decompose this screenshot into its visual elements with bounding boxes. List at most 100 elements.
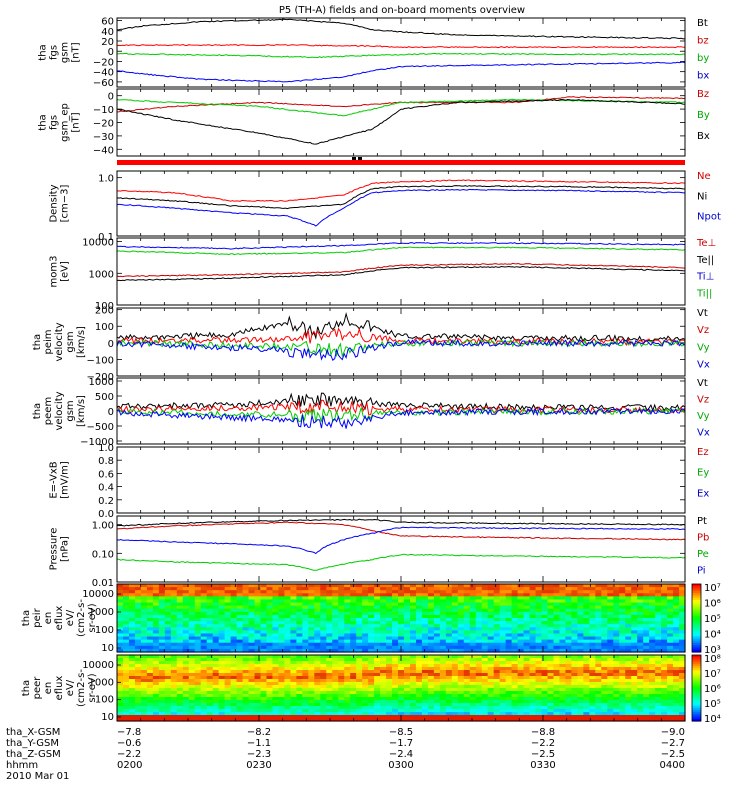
spectrogram-cell: [326, 712, 333, 716]
spectrogram-cell: [218, 602, 226, 607]
spectrogram-cell: [368, 587, 375, 591]
spectrogram-cell: [571, 621, 578, 625]
spectrogram-cell: [338, 627, 345, 631]
spectrogram-cell: [493, 715, 501, 719]
spectrogram-cell: [637, 703, 644, 707]
spectrogram-cell: [266, 694, 274, 698]
spectrogram-cell: [673, 624, 680, 628]
spectrogram-cell: [344, 636, 351, 641]
spectrogram-cell: [308, 688, 315, 692]
spectrogram-cell: [224, 636, 232, 641]
spectrogram-cell: [511, 590, 519, 594]
spectrogram-cell: [326, 584, 333, 588]
spectrogram-cell: [266, 633, 274, 638]
spectrogram-cell: [613, 694, 620, 698]
spectrogram-cell: [386, 633, 393, 638]
spectrogram-cell: [164, 587, 172, 591]
spectrogram-cell: [206, 715, 214, 719]
spectrogram-cell: [278, 630, 286, 635]
spectrogram-cell: [511, 694, 519, 698]
spectrogram-cell: [631, 718, 638, 722]
spectrogram-cell: [302, 633, 309, 638]
spectrogram-cell: [362, 627, 369, 631]
spectrogram-cell: [625, 667, 632, 671]
spectrogram-cell: [487, 664, 495, 668]
spectrogram-cell: [230, 639, 238, 644]
spectrogram-cell: [511, 679, 519, 683]
spectrogram-cell: [188, 636, 196, 641]
spectrogram-cell: [559, 627, 567, 631]
spectrogram-cell: [661, 630, 668, 635]
spectrogram-cell: [260, 697, 268, 701]
spectrogram-cell: [296, 697, 303, 701]
series-line-Pi: [116, 526, 686, 555]
series-line-Te||: [116, 265, 686, 282]
spectrogram-cell: [254, 587, 262, 591]
spectrogram-cell: [356, 658, 363, 662]
spectrogram-cell: [356, 614, 363, 619]
spectrogram-cell: [266, 718, 274, 722]
spectrogram-cell: [200, 645, 208, 650]
spectrogram-cell: [619, 655, 626, 659]
spectrogram-cell: [356, 630, 363, 635]
spectrogram-cell: [547, 596, 555, 601]
spectrogram-cell: [589, 700, 596, 704]
spectrogram-cell: [338, 670, 345, 674]
spectrogram-cell: [152, 624, 160, 628]
spectrogram-cell: [188, 624, 196, 628]
spectrogram-cell: [302, 642, 309, 647]
legend-entry: Pb: [697, 533, 709, 544]
spectrogram-cell: [619, 682, 626, 686]
spectrogram-cell: [667, 587, 674, 591]
spectrogram-cell: [296, 587, 303, 591]
spectrogram-cell: [529, 599, 537, 604]
spectrogram-cell: [320, 630, 327, 635]
spectrogram-cell: [122, 596, 130, 601]
spectrogram-cell: [547, 605, 555, 610]
spectrogram-cell: [350, 633, 357, 638]
spectrogram-cell: [260, 655, 268, 659]
spectrogram-cell: [409, 645, 417, 650]
spectrogram-cell: [421, 627, 429, 631]
spectrogram-cell: [415, 596, 423, 601]
spectrogram-cell: [266, 682, 274, 686]
spectrogram-cell: [308, 664, 315, 668]
spectrogram-cell: [212, 694, 220, 698]
spectrogram-cell: [577, 655, 584, 659]
spectrogram-cell: [631, 661, 638, 665]
spectrogram-cell: [320, 703, 327, 707]
spectrogram-cell: [631, 700, 638, 704]
spectrogram-cell: [493, 688, 501, 692]
spectrogram-cell: [212, 627, 220, 631]
spectrogram-cell: [583, 605, 590, 610]
spectrogram-cell: [344, 718, 351, 722]
spectrogram-cell: [182, 679, 190, 683]
spectrogram-cell: [158, 667, 166, 671]
spectrogram-cell: [200, 602, 208, 607]
spectrogram-cell: [439, 627, 447, 631]
spectrogram-cell: [589, 679, 596, 683]
spectrogram-cell: [613, 648, 620, 653]
spectrogram-cell: [392, 636, 399, 641]
spectrogram-cell: [667, 718, 674, 722]
spectrogram-cell: [332, 630, 339, 635]
spectrogram-cell: [613, 718, 620, 722]
spectrogram-cell: [158, 642, 166, 647]
spectrogram-cell: [284, 624, 291, 628]
spectrogram-cell: [589, 605, 596, 610]
spectrogram-cell: [535, 673, 543, 677]
spectrogram-cell: [475, 715, 483, 719]
spectrogram-cell: [433, 706, 441, 710]
spectrogram-cell: [589, 670, 596, 674]
spectrogram-cell: [667, 697, 674, 701]
spectrogram-cell: [290, 697, 297, 701]
spectrogram-cell: [421, 611, 429, 616]
spectrogram-cell: [362, 648, 369, 653]
spectrogram-cell: [266, 642, 274, 647]
spectrogram-cell: [146, 618, 154, 622]
spectrogram-cell: [511, 645, 519, 650]
spectrogram-cell: [595, 685, 602, 689]
spectrogram-cell: [206, 670, 214, 674]
spectrogram-cell: [296, 670, 303, 674]
spectrogram-cell: [505, 608, 513, 613]
